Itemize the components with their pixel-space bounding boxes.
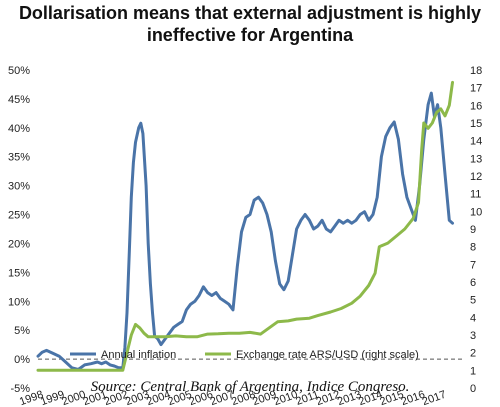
left-axis-tick-label: 20% <box>8 238 30 250</box>
legend: Annual inflation Exchange rate ARS/USD (r… <box>70 349 419 361</box>
chart-title: Dollarisation means that external adjust… <box>0 2 500 46</box>
right-axis-tick-label: 14 <box>470 136 482 148</box>
left-axis-tick-label: 45% <box>8 94 30 106</box>
left-axis-tick-label: 25% <box>8 210 30 222</box>
legend-label: Annual inflation <box>101 349 176 361</box>
chart-title-line-2: ineffective for Argentina <box>146 25 354 45</box>
left-axis-tick-label: 15% <box>8 267 30 279</box>
right-axis-tick-label: 1 <box>470 365 476 377</box>
right-axis-tick-label: 15 <box>470 118 482 130</box>
right-axis-tick-label: 3 <box>470 330 476 342</box>
source-note: Source: Central Bank of Argentina, Indic… <box>90 379 410 395</box>
left-axis-tick-label: 50% <box>8 65 30 77</box>
legend-item-exchange-rate: Exchange rate ARS/USD (right scale) <box>205 349 419 361</box>
series-line-exchange-rate <box>36 80 454 372</box>
right-axis-tick-label: 18 <box>470 65 482 77</box>
right-axis-tick-label: 4 <box>470 312 476 324</box>
chart-title-line-1: Dollarisation means that external adjust… <box>18 3 482 23</box>
right-axis-tick-label: 11 <box>470 189 481 201</box>
left-axis-tick-label: 30% <box>8 181 30 193</box>
left-axis-tick-label: 40% <box>8 123 30 135</box>
right-axis-tick-label: 0 <box>470 383 476 395</box>
left-axis-tick-label: -5% <box>10 383 30 395</box>
right-axis-tick-label: 8 <box>470 242 476 254</box>
left-axis-tick-label: 0% <box>14 354 30 366</box>
right-axis-tick-label: 6 <box>470 277 476 289</box>
right-axis-tick-label: 17 <box>470 83 482 95</box>
series-line-annual-inflation <box>36 91 454 371</box>
series-layer <box>36 80 454 372</box>
right-axis-tick-label: 9 <box>470 224 476 236</box>
right-axis-tick-label: 13 <box>470 153 482 165</box>
right-axis-tick-label: 12 <box>470 171 482 183</box>
legend-item-annual-inflation: Annual inflation <box>70 349 176 361</box>
right-axis-tick-label: 7 <box>470 259 476 271</box>
left-axis-tick-label: 10% <box>8 296 30 308</box>
left-axis-tick-label: 5% <box>14 325 30 337</box>
right-axis-tick-label: 2 <box>470 348 476 360</box>
left-axis-tick-label: 35% <box>8 152 30 164</box>
right-axis-tick-label: 5 <box>470 295 476 307</box>
legend-label: Exchange rate ARS/USD (right scale) <box>236 349 419 361</box>
right-axis-tick-label: 10 <box>470 206 482 218</box>
left-axis: -5% 0% 5% 10% 15% 20% 25% 30% 35% 40% 45% 50% <box>8 65 30 395</box>
right-axis-tick-label: 16 <box>470 100 482 112</box>
